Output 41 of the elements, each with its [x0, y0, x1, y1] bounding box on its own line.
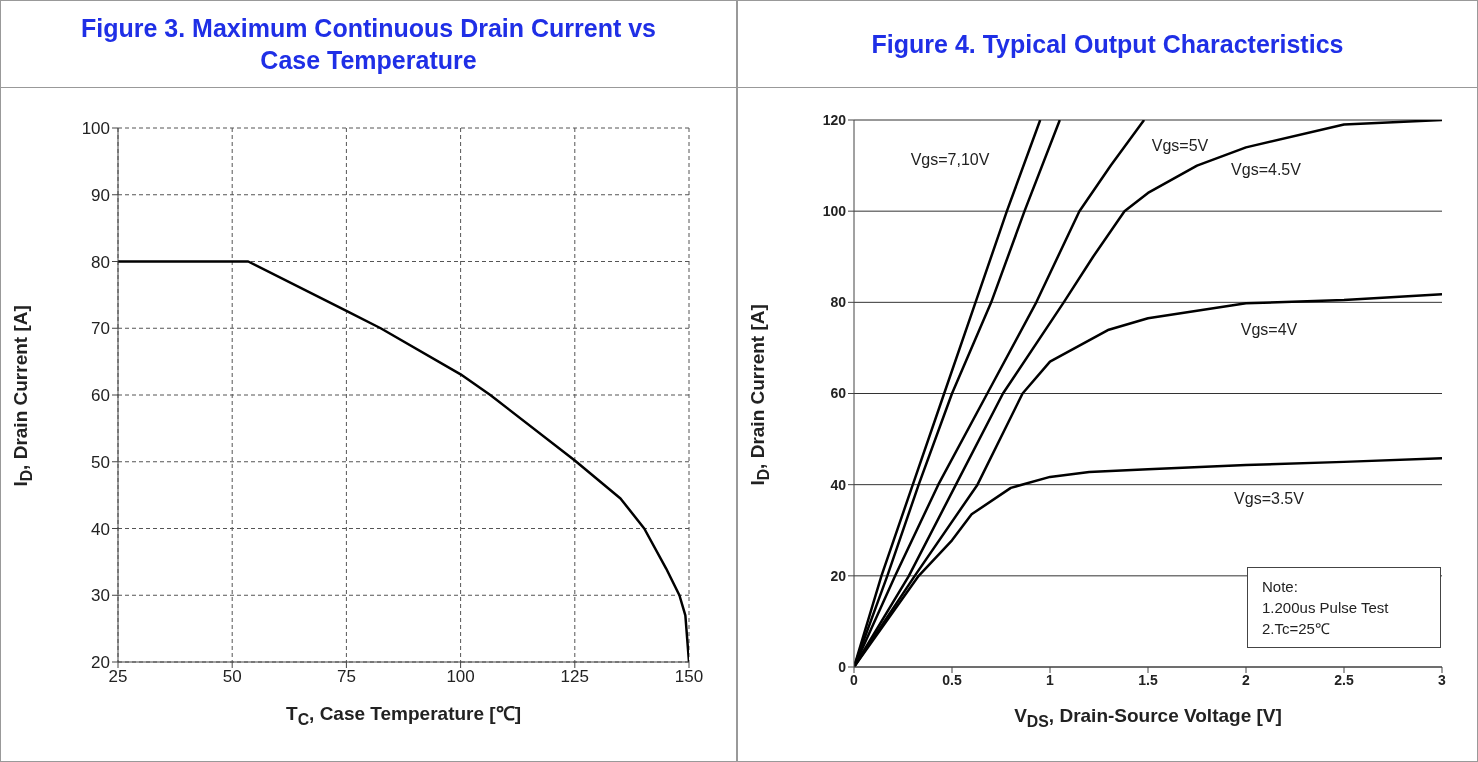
y-tick-label: 80: [91, 252, 110, 272]
y-tick-label: 60: [830, 385, 847, 402]
annotation: Vgs=7,10V: [909, 150, 991, 170]
chart-title: Figure 4. Typical Output Characteristics: [871, 29, 1344, 60]
x-tick-label: 75: [336, 667, 356, 687]
y-tick-label: 20: [91, 653, 110, 673]
y-tick-label: 20: [830, 567, 847, 584]
y-tick-label: 90: [91, 185, 110, 205]
annotation: Vgs=4V: [1239, 320, 1299, 340]
x-tick-label: 50: [222, 667, 242, 687]
x-tick-label: 1: [1046, 671, 1055, 688]
y-tick-label: 100: [822, 203, 847, 220]
annotation: 2.Tc=25℃: [1262, 619, 1331, 639]
y-tick-label: 40: [830, 476, 847, 493]
x-tick-label: 125: [560, 667, 589, 687]
x-tick-label: 25: [108, 667, 128, 687]
x-tick-label: 0.5: [942, 671, 962, 688]
x-axis-title: T$_{C}$, Case Temperature [℃]: [285, 702, 522, 729]
annotation: Note:: [1262, 577, 1299, 597]
x-tick-label: 1.5: [1138, 671, 1158, 688]
x-tick-label: 2.5: [1334, 671, 1354, 688]
y-tick-label: 70: [91, 319, 110, 339]
note-box: Note: 1.200us Pulse Test 2.Tc=25℃: [1247, 567, 1441, 648]
x-tick-label: 100: [446, 667, 475, 687]
y-tick-label: 40: [91, 519, 110, 539]
y-tick-label: 80: [830, 294, 847, 311]
annotation: 1.200us Pulse Test: [1262, 598, 1390, 618]
y-tick-label: 30: [91, 586, 110, 606]
chart-title: Figure 3. Maximum Continuous Drain Current vs Case Temperature: [79, 13, 658, 76]
annotation: Vgs=5V: [1150, 136, 1210, 156]
annotation: Vgs=3.5V: [1233, 489, 1305, 509]
x-tick-label: 0: [850, 671, 859, 688]
y-tick-label: 50: [91, 452, 110, 472]
x-tick-label: 150: [674, 667, 704, 687]
x-tick-label: 3: [1438, 671, 1447, 688]
x-tick-label: 2: [1242, 671, 1251, 688]
y-tick-label: 120: [822, 111, 847, 128]
annotation: Vgs=4.5V: [1230, 160, 1302, 180]
y-tick-label: 100: [81, 119, 110, 139]
y-tick-label: 60: [91, 386, 110, 406]
x-axis-title: V$_{DS}$, Drain-Source Voltage [V]: [1013, 705, 1283, 731]
